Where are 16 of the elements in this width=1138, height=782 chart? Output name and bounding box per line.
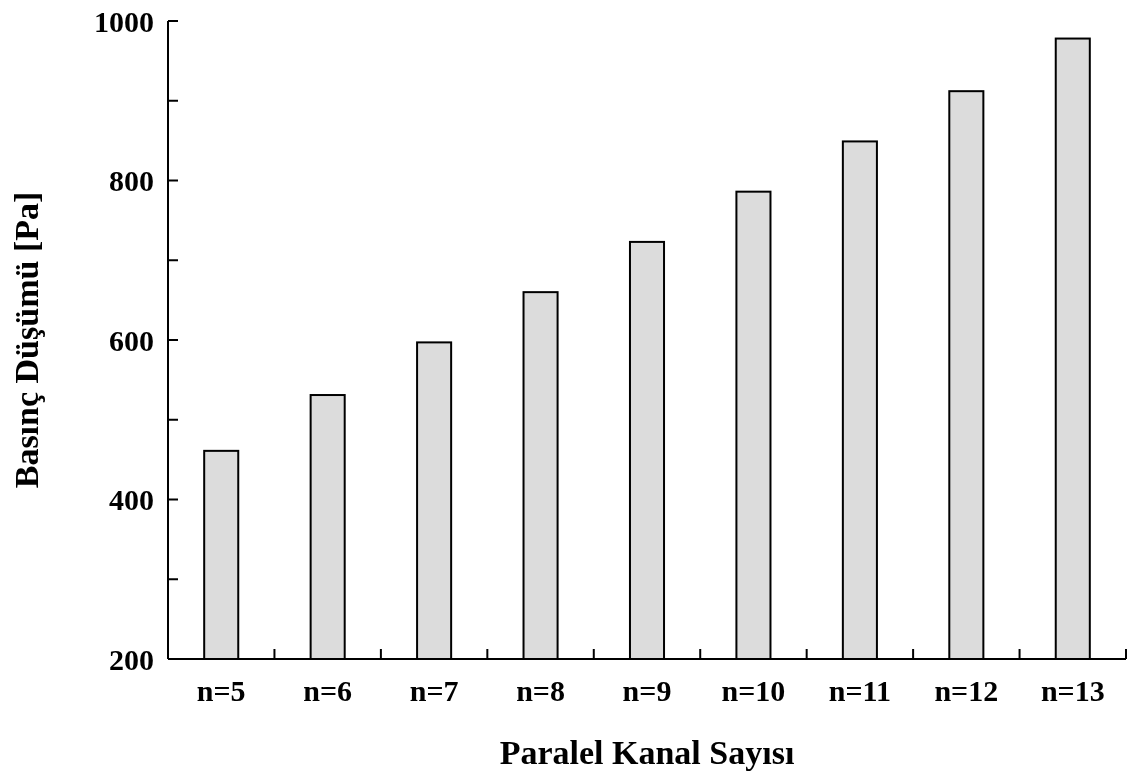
x-tick-label: n=5 [196, 674, 246, 707]
x-tick-label: n=8 [516, 674, 565, 707]
y-tick-label: 1000 [94, 4, 154, 38]
x-tick-label: n=10 [721, 674, 786, 707]
x-tick-label: n=12 [934, 674, 999, 707]
x-tick-label: n=9 [622, 674, 672, 707]
y-tick-label: 800 [109, 164, 154, 197]
x-axis-title: Paralel Kanal Sayısı [499, 734, 795, 771]
y-tick-label: 600 [109, 323, 154, 357]
x-tick-label: n=6 [303, 674, 353, 707]
x-tick-label: n=13 [1040, 674, 1105, 707]
x-tick-label: n=7 [409, 674, 459, 707]
y-tick-label: 400 [109, 483, 154, 516]
y-axis-title: Basınç Düşümü [Pa] [8, 191, 45, 489]
y-tick-label: 200 [109, 642, 154, 676]
x-tick-label: n=11 [828, 674, 891, 707]
